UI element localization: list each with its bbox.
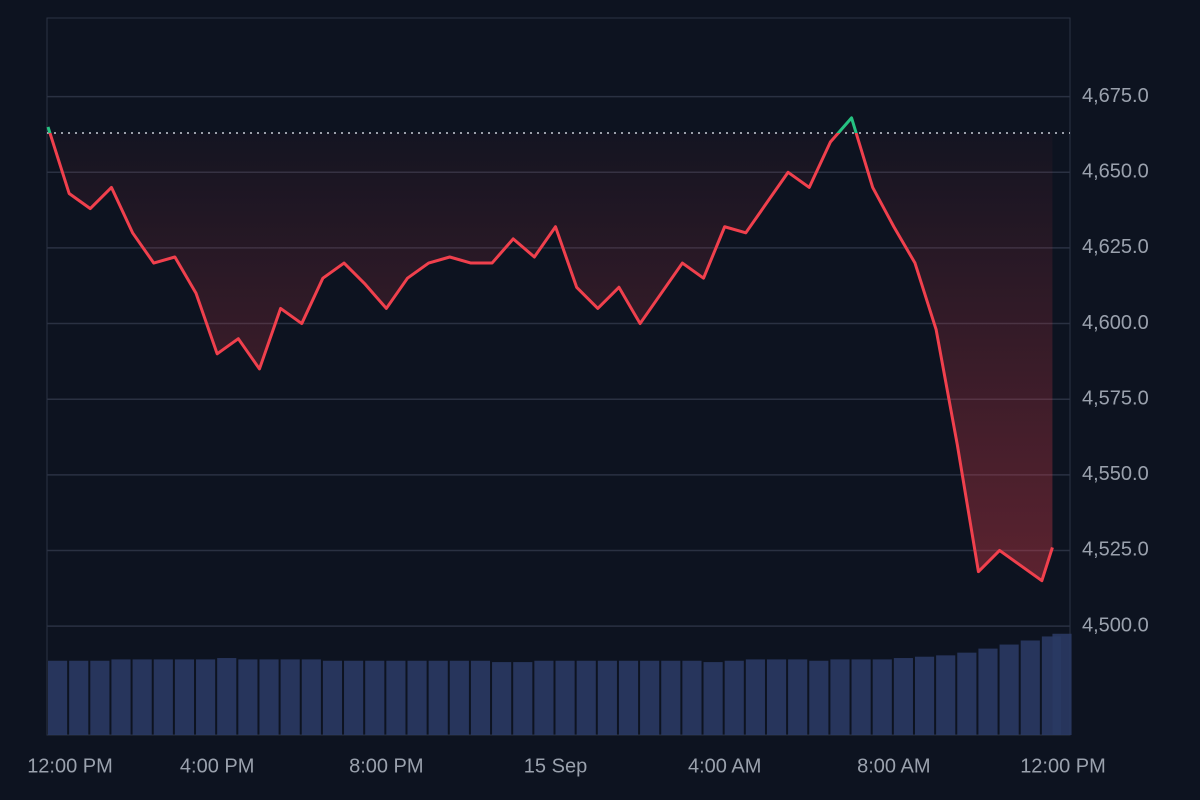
y-tick-label: 4,575.0 xyxy=(1082,387,1149,409)
volume-bar xyxy=(280,659,300,735)
volume-bar xyxy=(661,660,681,735)
x-tick-label: 4:00 AM xyxy=(688,755,761,777)
x-tick-label: 8:00 AM xyxy=(857,755,930,777)
volume-bar xyxy=(365,660,385,735)
volume-bar xyxy=(407,660,427,735)
volume-bar xyxy=(492,662,512,735)
volume-bar xyxy=(999,644,1019,735)
x-tick-label: 4:00 PM xyxy=(180,755,254,777)
y-tick-label: 4,600.0 xyxy=(1082,312,1149,334)
y-tick-label: 4,550.0 xyxy=(1082,463,1149,485)
volume-bar xyxy=(69,660,89,735)
y-tick-label: 4,500.0 xyxy=(1082,614,1149,636)
volume-bar xyxy=(111,659,131,735)
volume-bar xyxy=(978,648,998,735)
volume-bar xyxy=(1020,640,1040,735)
y-tick-label: 4,675.0 xyxy=(1082,85,1149,107)
volume-bar xyxy=(724,660,744,735)
volume-bar xyxy=(618,660,639,735)
volume-bar xyxy=(449,660,469,735)
x-tick-label: 12:00 PM xyxy=(27,755,113,777)
volume-bar xyxy=(872,659,892,735)
volume-bar xyxy=(640,660,660,735)
volume-bar xyxy=(217,658,237,735)
x-tick-label: 8:00 PM xyxy=(349,755,423,777)
volume-bar xyxy=(322,660,343,735)
volume-bar xyxy=(90,660,110,735)
volume-bar xyxy=(153,659,173,735)
volume-bar xyxy=(174,659,195,735)
volume-bar xyxy=(1052,633,1072,735)
volume-bar xyxy=(428,660,448,735)
volume-bar xyxy=(470,660,491,735)
volume-bar xyxy=(386,660,406,735)
volume-bar xyxy=(830,659,850,735)
volume-bar xyxy=(534,660,554,735)
volume-bar xyxy=(851,659,871,735)
volume-bar xyxy=(893,658,913,735)
volume-bar xyxy=(576,660,596,735)
plot-frame xyxy=(46,17,1071,736)
volume-bar xyxy=(914,656,935,735)
volume-bar xyxy=(682,660,702,735)
area xyxy=(48,117,1053,581)
volume-bar xyxy=(597,660,617,735)
volume-bar xyxy=(703,662,723,735)
x-tick-label: 12:00 PM xyxy=(1020,755,1106,777)
volume-bar xyxy=(48,660,68,735)
volume-bar xyxy=(766,659,787,735)
volume-bar xyxy=(936,655,956,735)
volume-bar xyxy=(344,660,364,735)
volume-bar xyxy=(513,662,533,735)
x-tick-label: 15 Sep xyxy=(524,755,587,777)
volume-bar xyxy=(238,659,258,735)
price-line-down xyxy=(48,132,1054,583)
volume-bar xyxy=(957,652,977,735)
volume-bar xyxy=(196,659,216,735)
y-tick-label: 4,650.0 xyxy=(1082,161,1149,183)
volume-bar xyxy=(809,660,829,735)
volume-bar xyxy=(132,659,152,735)
volume-bar xyxy=(259,659,279,735)
volume-bar xyxy=(788,659,808,735)
volume-bar xyxy=(555,660,575,735)
y-tick-label: 4,625.0 xyxy=(1082,236,1149,258)
volume-bar xyxy=(745,659,765,735)
y-tick-label: 4,525.0 xyxy=(1082,539,1149,561)
volume-bar xyxy=(301,659,321,735)
